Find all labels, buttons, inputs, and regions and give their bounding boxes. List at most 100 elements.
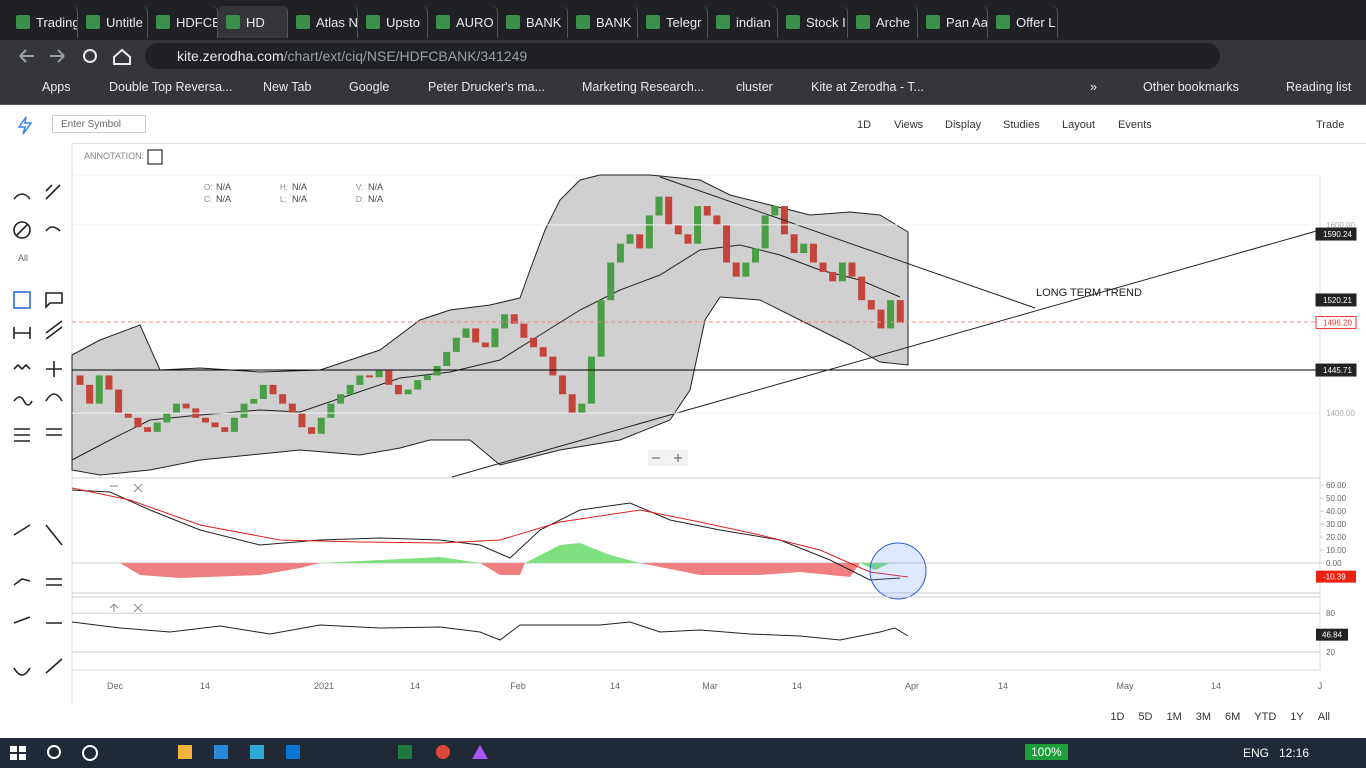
y-tick-label: 20.00 <box>1326 533 1347 542</box>
tab-title: Offer L <box>1016 14 1056 30</box>
browser-tab[interactable]: Telegr <box>638 6 708 38</box>
tab-title: Telegr <box>666 14 702 30</box>
candle-body <box>124 413 132 418</box>
language[interactable]: ENG <box>1243 746 1270 760</box>
range-button[interactable]: 5D <box>1138 711 1153 723</box>
y-tick-label: 20 <box>1326 648 1335 657</box>
tab-title: AURO <box>456 14 494 30</box>
candle-body <box>423 375 431 381</box>
browser-tab[interactable]: Pan Aa <box>918 6 988 38</box>
bookmark[interactable]: Peter Drucker's ma... <box>428 80 545 94</box>
bookmark[interactable]: Marketing Research... <box>582 80 705 94</box>
browser-tab[interactable]: BANK <box>568 6 638 38</box>
range-button[interactable]: All <box>1317 711 1330 723</box>
candle-body <box>587 356 595 404</box>
annotation-color[interactable] <box>147 149 163 165</box>
browser-tab[interactable]: Stock I <box>778 6 848 38</box>
trade-button[interactable]: Trade <box>1316 119 1345 131</box>
candle-body <box>144 427 152 432</box>
sidebar-all[interactable]: All <box>18 253 28 263</box>
candle-body <box>829 271 837 282</box>
x-tick-label: 14 <box>410 681 420 691</box>
url-bar[interactable]: kite.zerodha.com/chart/ext/ciq/NSE/HDFCB… <box>145 43 1220 69</box>
candle-body <box>308 427 316 434</box>
candle-body <box>472 328 480 343</box>
symbol-input[interactable]: Enter Symbol <box>52 115 146 133</box>
candle-body <box>568 394 576 414</box>
toolbar-menu[interactable]: Display <box>945 119 982 131</box>
candle-body <box>356 375 364 385</box>
bookmark[interactable]: Double Top Reversa... <box>109 80 233 94</box>
toolbar-menu[interactable]: Layout <box>1062 119 1096 131</box>
range-selector: 1D 5D 1M 3M 6M YTD 1Y All <box>1110 711 1330 723</box>
browser-tab[interactable]: HDFCB <box>148 6 218 38</box>
tab-title: BANK <box>596 14 632 30</box>
browser-tab[interactable]: indian <box>708 6 778 38</box>
trend-lines <box>451 176 1321 478</box>
candle-body <box>645 215 653 249</box>
candle-body <box>221 427 229 432</box>
toolbar-menu[interactable]: 1D <box>857 119 872 131</box>
range-button[interactable]: 3M <box>1195 711 1212 723</box>
browser-tab[interactable]: Offer L <box>988 6 1058 38</box>
x-tick-label: J <box>1318 681 1323 691</box>
browser-tab[interactable]: Untitle <box>78 6 148 38</box>
y-tick-label: 1400.00 <box>1326 409 1355 418</box>
browser-tab[interactable]: Upsto <box>358 6 428 38</box>
clock[interactable]: 12:16 <box>1279 746 1310 760</box>
browser-tab[interactable]: BANK <box>498 6 568 38</box>
y-tick-label: 10.00 <box>1326 546 1347 555</box>
candle-body <box>838 262 846 282</box>
range-button[interactable]: 1D <box>1110 711 1125 723</box>
candle-body <box>761 215 769 249</box>
ohlc-value: N/A <box>368 182 383 192</box>
bookmark[interactable]: Kite at Zerodha - T... <box>811 80 925 94</box>
range-button[interactable]: YTD <box>1254 711 1277 723</box>
bookmark[interactable]: Apps <box>42 80 71 94</box>
ohlc-key: C: <box>204 195 212 204</box>
browser-tab[interactable]: Arche <box>848 6 918 38</box>
candle-body <box>530 337 538 348</box>
x-tick-label: 14 <box>200 681 210 691</box>
candle-body <box>346 384 354 395</box>
toolbar-menu[interactable]: Views <box>894 119 924 131</box>
bookmark[interactable]: New Tab <box>263 80 312 94</box>
candle-body <box>790 234 798 254</box>
range-button[interactable]: 6M <box>1225 711 1241 723</box>
ohlc-key: V: <box>356 183 363 192</box>
toolbar-menu[interactable]: Studies <box>1003 119 1040 131</box>
y-tick-label: 40.00 <box>1326 507 1347 516</box>
bookmark[interactable]: cluster <box>736 80 773 94</box>
range-button[interactable]: 1M <box>1166 711 1182 723</box>
bookmarks-more[interactable]: » <box>1090 80 1097 94</box>
taskbar-icons[interactable] <box>0 738 520 768</box>
bookmark[interactable]: Google <box>349 80 390 94</box>
y-tick-label: 1600.00 <box>1326 221 1355 230</box>
other-bookmarks[interactable]: Other bookmarks <box>1143 80 1239 94</box>
nav-buttons[interactable] <box>0 40 140 72</box>
browser-tab[interactable]: Atlas N <box>288 6 358 38</box>
candle-body <box>607 262 615 301</box>
candle-body <box>578 403 586 414</box>
browser-tab[interactable]: AURO <box>428 6 498 38</box>
toolbar-menu[interactable]: Events <box>1118 119 1152 131</box>
candle-body <box>462 328 470 338</box>
x-tick-label: 14 <box>1211 681 1221 691</box>
macd-histogram-positive <box>320 543 890 570</box>
candle-body <box>732 262 740 277</box>
browser-tab[interactable]: HD <box>218 6 288 38</box>
tab-title: BANK <box>526 14 562 30</box>
reading-list[interactable]: Reading list <box>1286 80 1352 94</box>
candle-body <box>491 328 499 348</box>
price-tag-label: 1520.21 <box>1323 296 1352 305</box>
browser-tab[interactable]: Trading <box>8 6 78 38</box>
candle-body <box>723 224 731 263</box>
zoom-controls[interactable] <box>648 450 688 466</box>
y-tick-label: 30.00 <box>1326 520 1347 529</box>
study-controls[interactable] <box>109 483 143 613</box>
zoom-badge[interactable]: 100% <box>1025 744 1068 760</box>
candle-body <box>510 314 518 324</box>
tab-title: HDFCB <box>176 14 218 30</box>
range-button[interactable]: 1Y <box>1290 711 1304 723</box>
